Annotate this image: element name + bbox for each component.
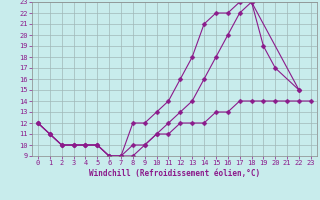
X-axis label: Windchill (Refroidissement éolien,°C): Windchill (Refroidissement éolien,°C): [89, 169, 260, 178]
